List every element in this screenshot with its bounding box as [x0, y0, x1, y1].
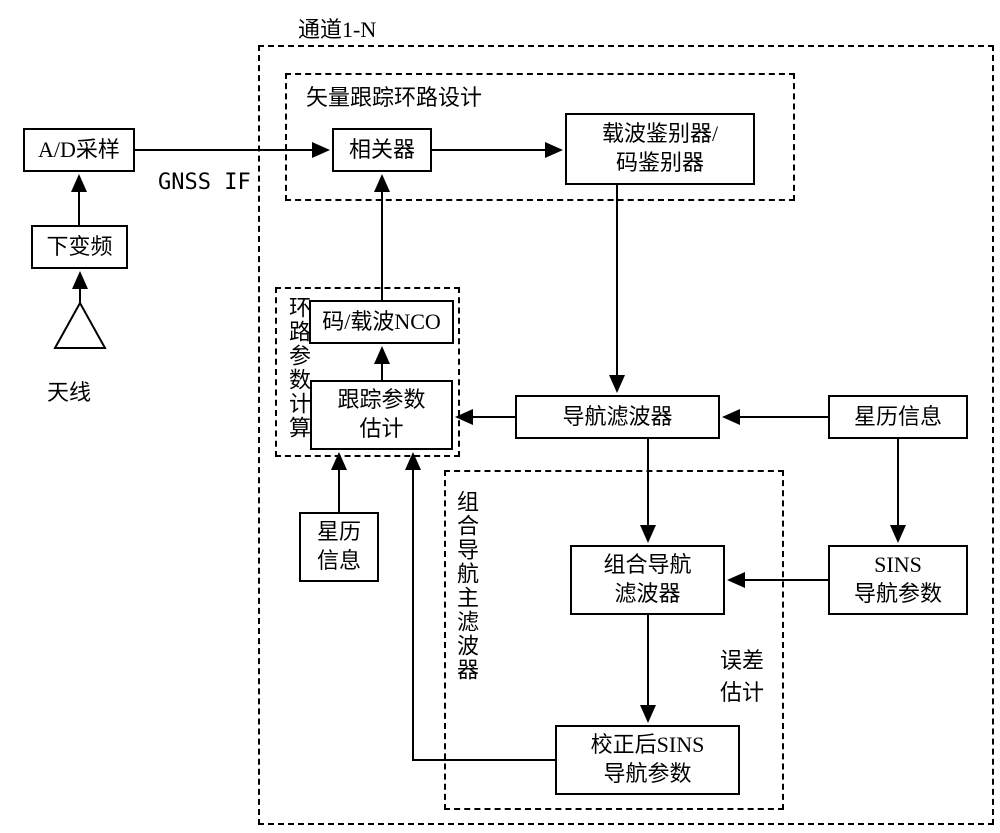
- corrected-sins-text: 校正后SINS 导航参数: [591, 731, 705, 788]
- correlator-box: 相关器: [332, 128, 432, 172]
- nco-text: 码/载波NCO: [322, 308, 441, 337]
- ephemeris1-text: 星历 信息: [317, 518, 361, 575]
- int-nav-filter-text: 组合导航 滤波器: [603, 551, 691, 608]
- track-param-box: 跟踪参数 估计: [310, 380, 453, 450]
- ad-sampling-box: A/D采样: [23, 128, 135, 172]
- discriminator-text: 载波鉴别器/ 码鉴别器: [602, 120, 718, 177]
- nav-filter-box: 导航滤波器: [515, 395, 720, 439]
- ephemeris2-box: 星历信息: [828, 395, 968, 439]
- downconvert-text: 下变频: [46, 233, 112, 262]
- ephemeris1-box: 星历 信息: [299, 512, 379, 582]
- nav-filter-text: 导航滤波器: [562, 403, 672, 432]
- vector-loop-label: 矢量跟踪环路设计: [306, 80, 482, 112]
- track-param-text: 跟踪参数 估计: [337, 386, 425, 443]
- gnss-if-label: GNSS IF: [158, 170, 251, 195]
- ephemeris2-text: 星历信息: [854, 403, 942, 432]
- main-filter-label: 组合导航主滤波器: [450, 490, 482, 682]
- antenna-label: 天线: [47, 375, 91, 407]
- sins-params-box: SINS 导航参数: [828, 545, 968, 615]
- channel-label: 通道1-N: [298, 12, 376, 44]
- int-nav-filter-box: 组合导航 滤波器: [570, 545, 725, 615]
- ad-sampling-text: A/D采样: [38, 136, 120, 165]
- antenna-icon: [50, 298, 110, 358]
- downconvert-box: 下变频: [31, 225, 128, 269]
- nco-box: 码/载波NCO: [309, 300, 454, 344]
- corrected-sins-box: 校正后SINS 导航参数: [555, 725, 740, 795]
- sins-params-text: SINS 导航参数: [854, 551, 942, 608]
- error-est-label: 误差 估计: [720, 643, 764, 707]
- discriminator-box: 载波鉴别器/ 码鉴别器: [565, 113, 755, 185]
- correlator-text: 相关器: [349, 136, 415, 165]
